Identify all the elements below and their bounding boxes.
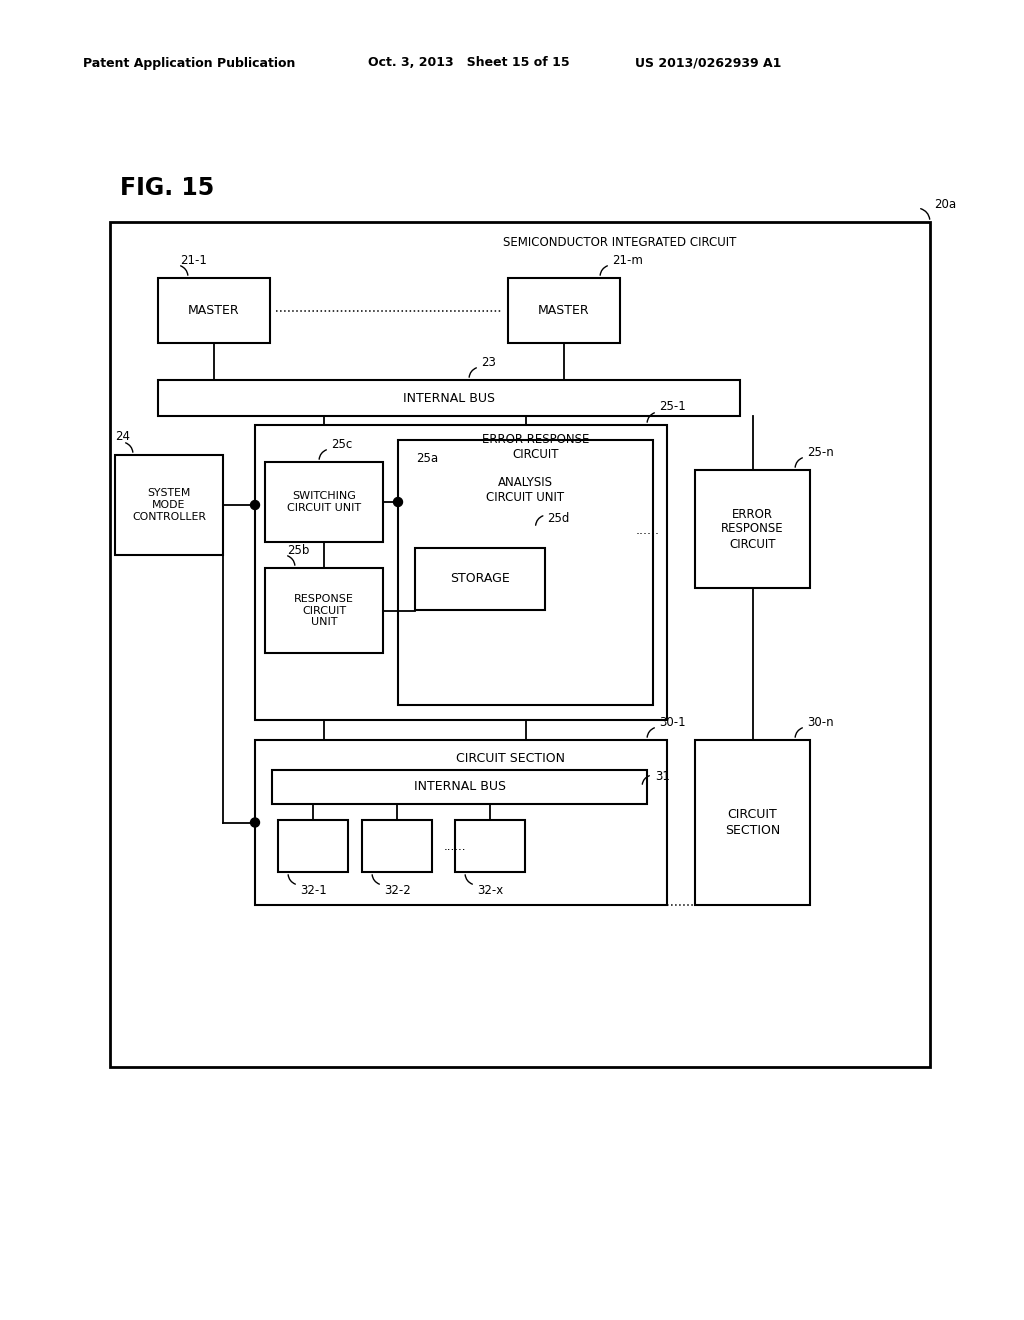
Bar: [398, 440, 653, 705]
Circle shape: [251, 818, 259, 828]
Bar: [158, 380, 740, 416]
Text: 20a: 20a: [934, 198, 956, 210]
Text: RESPONSE
CIRCUIT
UNIT: RESPONSE CIRCUIT UNIT: [294, 594, 354, 627]
Text: 30-1: 30-1: [659, 715, 686, 729]
Text: 25-n: 25-n: [807, 446, 834, 458]
Text: ERROR RESPONSE
CIRCUIT: ERROR RESPONSE CIRCUIT: [482, 433, 590, 461]
Text: CIRCUIT SECTION: CIRCUIT SECTION: [457, 751, 565, 764]
Text: INTERNAL BUS: INTERNAL BUS: [414, 780, 506, 793]
Bar: [278, 820, 348, 873]
Text: 30-n: 30-n: [807, 715, 834, 729]
Bar: [362, 820, 432, 873]
Bar: [415, 548, 545, 610]
Bar: [255, 425, 667, 719]
Circle shape: [393, 498, 402, 507]
Bar: [272, 770, 647, 804]
Text: SEMICONDUCTOR INTEGRATED CIRCUIT: SEMICONDUCTOR INTEGRATED CIRCUIT: [504, 236, 736, 249]
Bar: [158, 279, 270, 343]
Text: 25a: 25a: [416, 451, 438, 465]
Text: 25c: 25c: [331, 437, 352, 450]
Text: 21-m: 21-m: [612, 253, 643, 267]
Text: ......: ......: [444, 840, 467, 853]
Bar: [265, 568, 383, 653]
Text: INTERNAL BUS: INTERNAL BUS: [403, 392, 495, 404]
Bar: [255, 741, 667, 906]
Text: FIG. 15: FIG. 15: [120, 176, 214, 201]
Text: MASTER: MASTER: [539, 304, 590, 317]
Text: US 2013/0262939 A1: US 2013/0262939 A1: [635, 57, 781, 70]
Bar: [110, 222, 930, 1067]
Text: SYSTEM
MODE
CONTROLLER: SYSTEM MODE CONTROLLER: [132, 488, 206, 521]
Text: 32-1: 32-1: [300, 883, 327, 896]
Text: 21-1: 21-1: [180, 253, 207, 267]
Bar: [508, 279, 620, 343]
Text: Oct. 3, 2013   Sheet 15 of 15: Oct. 3, 2013 Sheet 15 of 15: [368, 57, 569, 70]
Text: 25-1: 25-1: [659, 400, 686, 413]
Text: 25d: 25d: [548, 511, 570, 524]
Text: ANALYSIS
CIRCUIT UNIT: ANALYSIS CIRCUIT UNIT: [486, 477, 564, 504]
Text: 32-2: 32-2: [384, 883, 411, 896]
Text: 23: 23: [481, 355, 496, 368]
Bar: [265, 462, 383, 543]
Text: ......: ......: [636, 524, 660, 536]
Text: SWITCHING
CIRCUIT UNIT: SWITCHING CIRCUIT UNIT: [287, 491, 361, 512]
Circle shape: [251, 500, 259, 510]
Text: 31: 31: [655, 771, 670, 784]
Text: 32-x: 32-x: [477, 883, 503, 896]
Bar: [695, 741, 810, 906]
Bar: [695, 470, 810, 587]
Bar: [115, 455, 223, 554]
Text: ERROR
RESPONSE
CIRCUIT: ERROR RESPONSE CIRCUIT: [721, 507, 783, 550]
Bar: [455, 820, 525, 873]
Text: STORAGE: STORAGE: [451, 573, 510, 586]
Text: 25b: 25b: [287, 544, 309, 557]
Text: MASTER: MASTER: [188, 304, 240, 317]
Text: Patent Application Publication: Patent Application Publication: [83, 57, 295, 70]
Text: CIRCUIT
SECTION: CIRCUIT SECTION: [725, 808, 780, 837]
Text: 24: 24: [115, 430, 130, 444]
